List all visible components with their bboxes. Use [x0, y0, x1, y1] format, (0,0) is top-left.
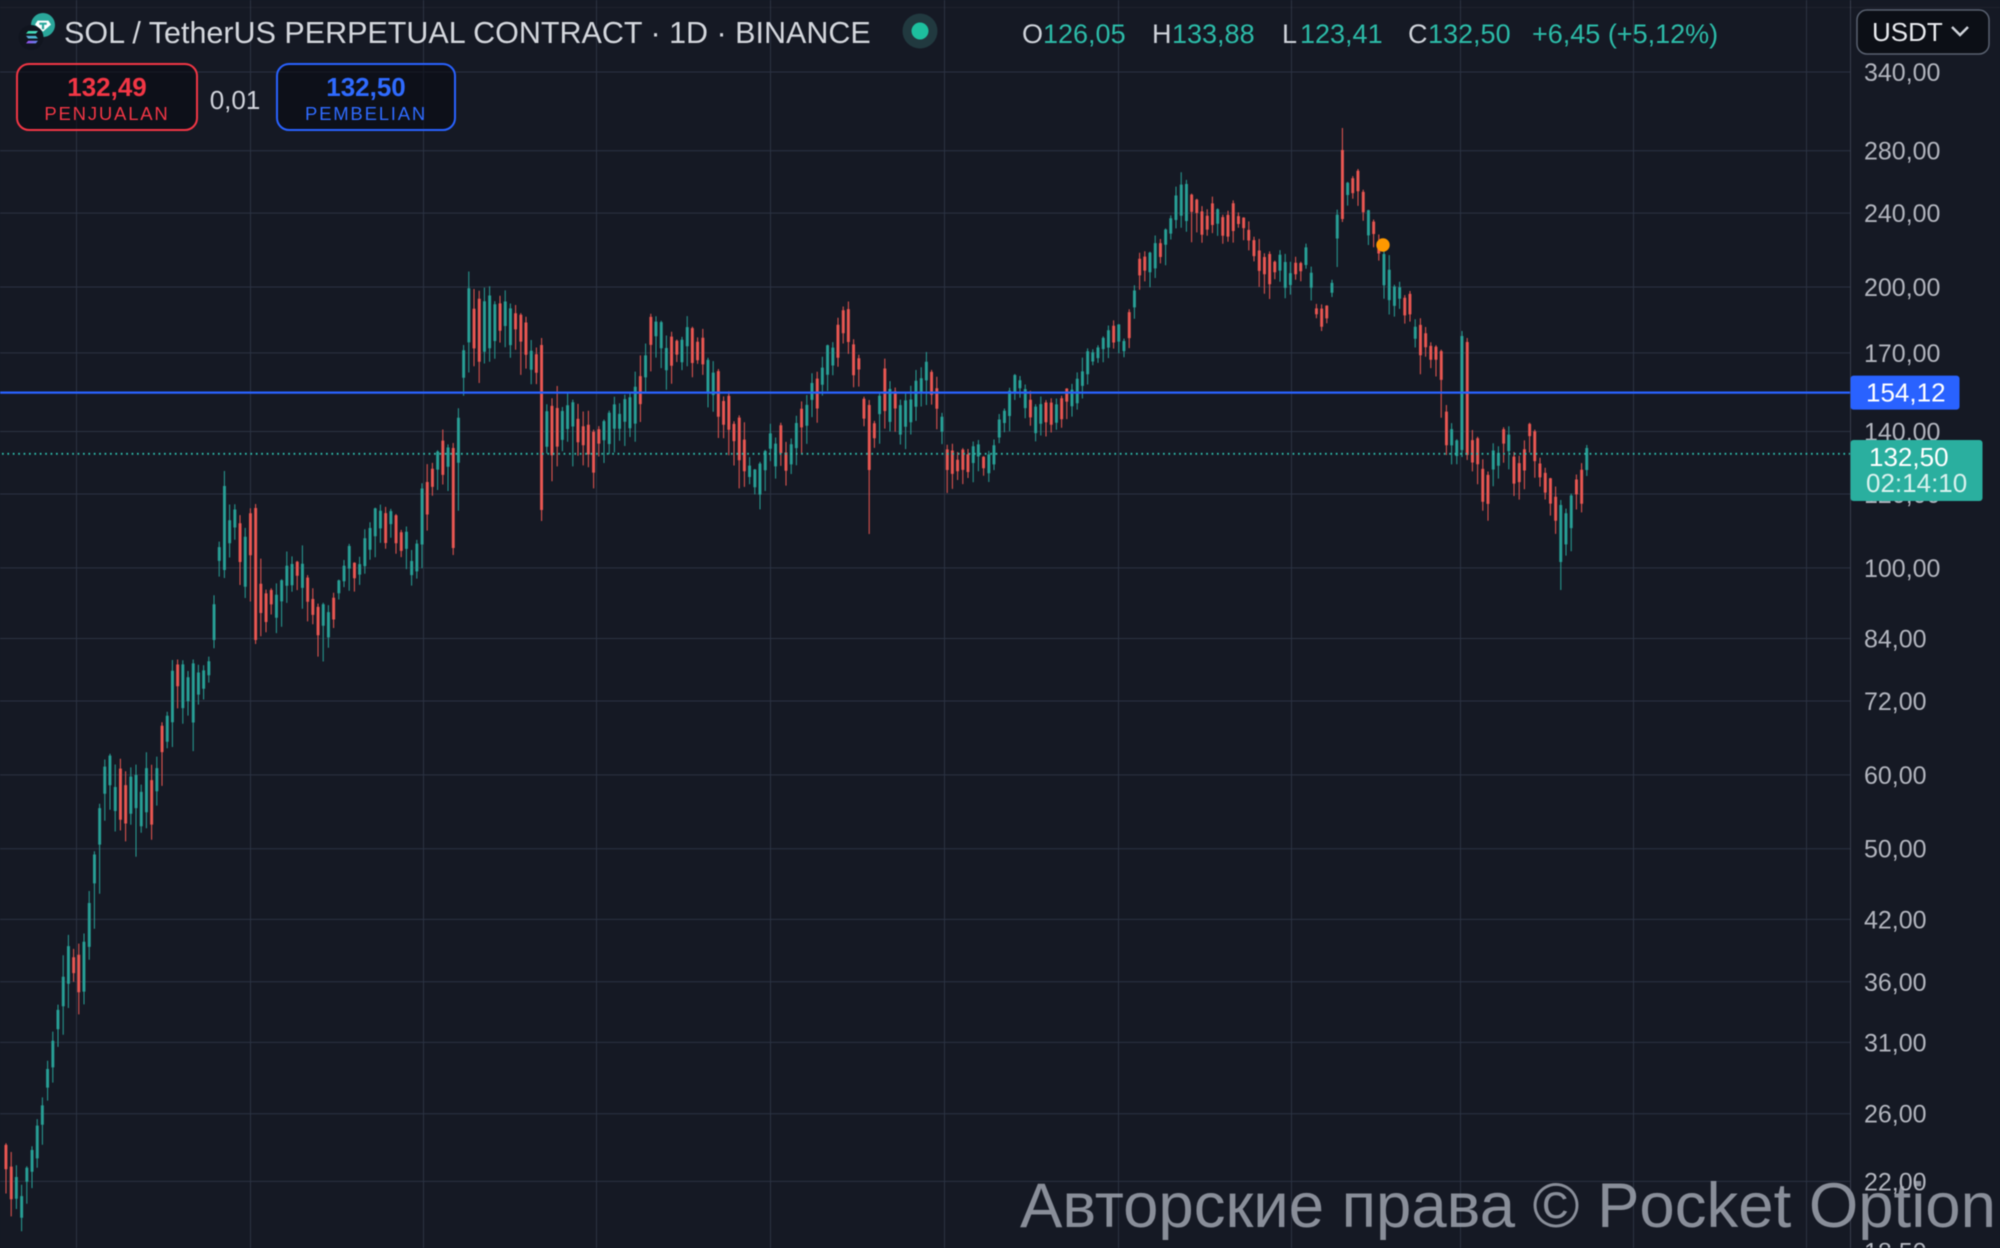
- svg-text:132,50: 132,50: [1869, 442, 1949, 472]
- svg-text:132,50: 132,50: [326, 72, 406, 102]
- svg-text:50,00: 50,00: [1864, 836, 1927, 864]
- svg-text:60,00: 60,00: [1864, 762, 1927, 790]
- svg-text:200,00: 200,00: [1864, 274, 1940, 302]
- svg-text:132,49: 132,49: [67, 72, 147, 102]
- svg-text:PEMBELIAN: PEMBELIAN: [305, 103, 427, 124]
- svg-text:0,01: 0,01: [210, 85, 261, 115]
- svg-text:100,00: 100,00: [1864, 555, 1940, 583]
- svg-text:USDT: USDT: [1872, 17, 1943, 47]
- svg-text:36,00: 36,00: [1864, 969, 1927, 997]
- svg-text:SOL / TetherUS PERPETUAL CONTR: SOL / TetherUS PERPETUAL CONTRACT · 1D ·…: [64, 16, 871, 50]
- svg-text:26,00: 26,00: [1864, 1101, 1927, 1129]
- svg-text:Авторские права © Pocket Optio: Авторские права © Pocket Option: [1020, 1171, 1996, 1241]
- svg-text:170,00: 170,00: [1864, 340, 1940, 368]
- svg-text:280,00: 280,00: [1864, 138, 1940, 166]
- svg-text:240,00: 240,00: [1864, 200, 1940, 228]
- svg-text:18,50: 18,50: [1864, 1239, 1927, 1248]
- svg-text:154,12: 154,12: [1866, 378, 1946, 408]
- svg-text:72,00: 72,00: [1864, 688, 1927, 716]
- svg-text:340,00: 340,00: [1864, 59, 1940, 87]
- svg-text:PENJUALAN: PENJUALAN: [44, 103, 169, 124]
- svg-text:84,00: 84,00: [1864, 626, 1927, 654]
- svg-text:31,00: 31,00: [1864, 1029, 1927, 1057]
- svg-text:22,00: 22,00: [1864, 1168, 1927, 1196]
- svg-text:02:14:10: 02:14:10: [1866, 468, 1967, 498]
- svg-text:42,00: 42,00: [1864, 906, 1927, 934]
